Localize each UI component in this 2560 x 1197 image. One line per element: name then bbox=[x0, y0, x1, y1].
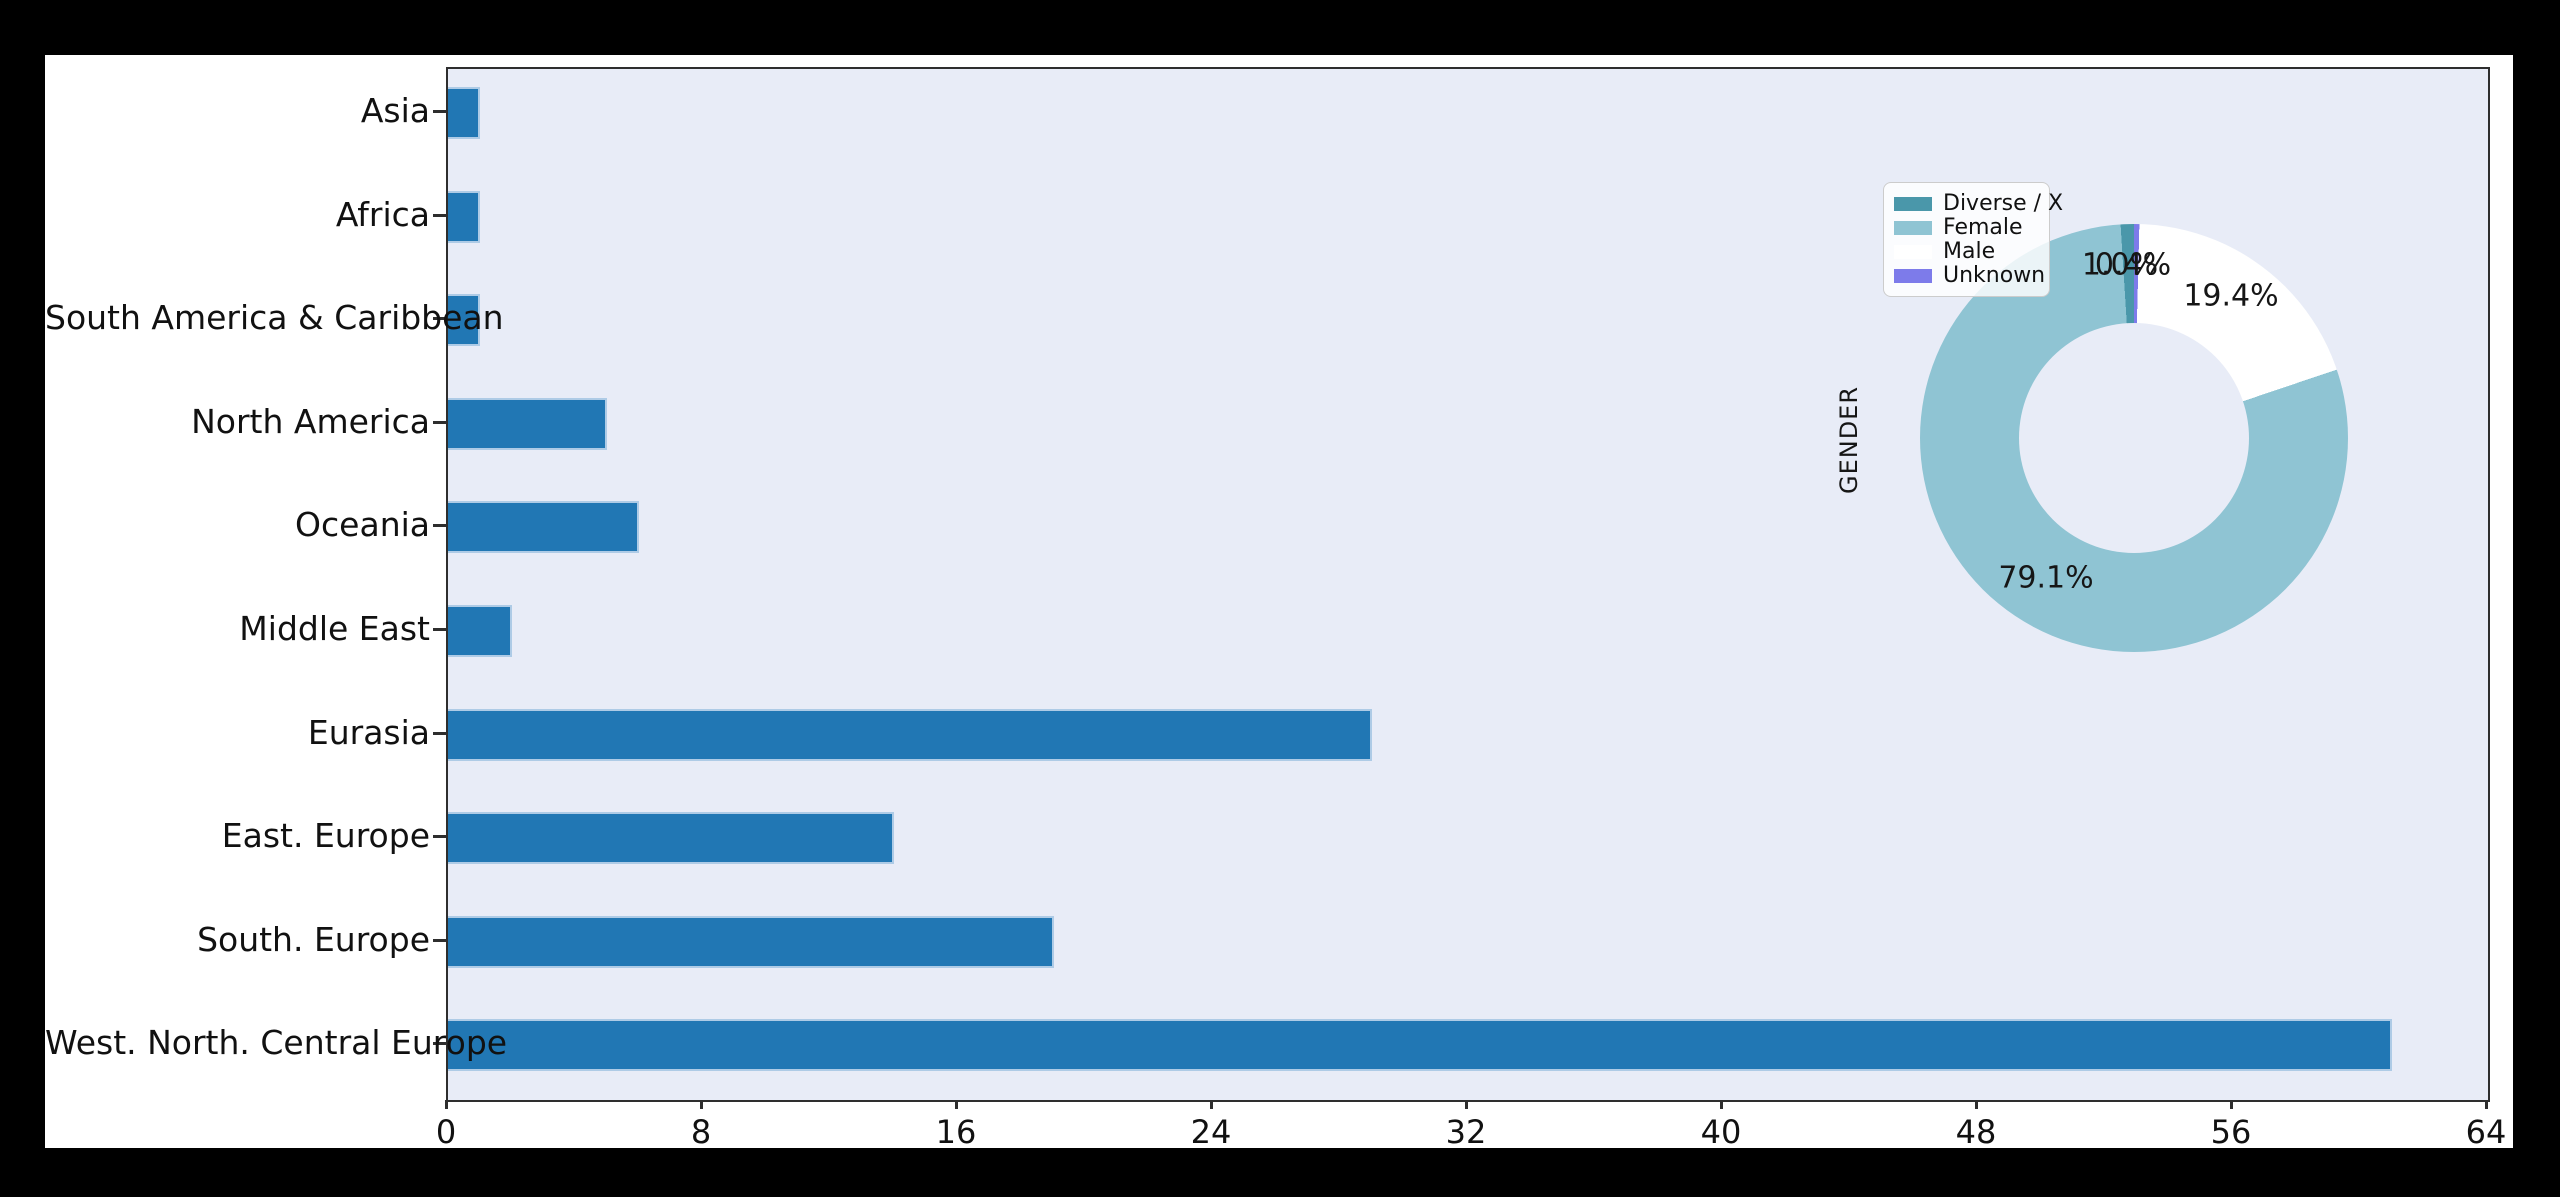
category-label: South. Europe bbox=[197, 919, 430, 959]
x-tick-label: 32 bbox=[1445, 1113, 1487, 1151]
y-tick-mark bbox=[433, 731, 446, 735]
bar bbox=[448, 294, 480, 347]
y-tick-mark bbox=[433, 628, 446, 631]
y-tick-mark bbox=[433, 110, 446, 113]
category-label: Eurasia bbox=[307, 712, 430, 752]
y-tick-mark bbox=[433, 317, 446, 321]
legend-swatch bbox=[1894, 197, 1932, 211]
gender-axis-label: GENDER bbox=[1835, 385, 1863, 495]
donut-chart bbox=[1920, 224, 2348, 652]
x-tick-label: 8 bbox=[690, 1113, 712, 1151]
category-label: Middle East bbox=[239, 609, 430, 648]
category-label: East. Europe bbox=[221, 816, 430, 856]
legend-item: Unknown bbox=[1894, 264, 2045, 288]
x-tick-label: 56 bbox=[2210, 1113, 2252, 1151]
category-label: North America bbox=[191, 401, 430, 441]
category-label: Oceania bbox=[295, 505, 430, 545]
x-tick-mark bbox=[700, 1100, 703, 1109]
legend-item: Male bbox=[1894, 240, 2039, 264]
x-tick-mark bbox=[2485, 1100, 2488, 1109]
bar bbox=[448, 397, 608, 450]
x-tick-label: 64 bbox=[2465, 1113, 2507, 1151]
x-tick-label: 40 bbox=[1700, 1113, 1742, 1151]
y-tick-mark bbox=[433, 213, 446, 217]
bar bbox=[448, 87, 480, 139]
category-label: West. North. Central Europe bbox=[45, 1023, 508, 1063]
bar bbox=[448, 190, 480, 243]
category-label: Africa bbox=[335, 194, 430, 234]
legend-label: Male bbox=[1943, 239, 1996, 264]
legend-item: Female bbox=[1894, 216, 2039, 240]
pct-label: 1.0% bbox=[2081, 247, 2159, 283]
x-tick-label: 24 bbox=[1190, 1113, 1232, 1151]
x-tick-mark bbox=[1720, 1100, 1723, 1109]
x-tick-label: 16 bbox=[935, 1113, 977, 1151]
bar bbox=[448, 812, 895, 865]
y-tick-mark bbox=[433, 1042, 446, 1046]
category-label: Asia bbox=[360, 91, 430, 130]
x-tick-mark bbox=[2230, 1100, 2233, 1109]
y-tick-mark bbox=[433, 835, 446, 839]
legend-label: Diverse / X bbox=[1943, 191, 2064, 216]
bar bbox=[448, 915, 1054, 968]
legend-label: Female bbox=[1943, 215, 2023, 240]
legend-swatch bbox=[1894, 221, 1932, 235]
x-tick-mark bbox=[1210, 1100, 1213, 1109]
x-tick-label: 0 bbox=[435, 1113, 457, 1151]
legend: Diverse / X Female Male Unknown bbox=[1883, 182, 2063, 297]
donut-hole bbox=[2019, 323, 2249, 553]
category-label: South America & Caribbean bbox=[45, 298, 504, 338]
y-tick-mark bbox=[433, 420, 446, 424]
x-tick-label: 48 bbox=[1955, 1113, 1997, 1151]
bar bbox=[448, 501, 640, 554]
legend-item: Diverse / X bbox=[1894, 192, 2063, 216]
pct-label: 79.1% bbox=[1998, 560, 2094, 596]
pct-label: 0.4% bbox=[2094, 247, 2172, 283]
x-tick-mark bbox=[1465, 1100, 1468, 1109]
bar bbox=[448, 1019, 2393, 1072]
legend-swatch bbox=[1894, 269, 1932, 283]
legend-label: Unknown bbox=[1943, 263, 2046, 288]
x-tick-mark bbox=[1975, 1100, 1978, 1109]
x-tick-mark bbox=[445, 1100, 448, 1109]
y-tick-mark bbox=[433, 524, 446, 528]
x-tick-mark bbox=[955, 1100, 958, 1109]
pct-label: 19.4% bbox=[2183, 278, 2279, 314]
y-tick-mark bbox=[433, 938, 446, 942]
bar bbox=[448, 708, 1373, 761]
bar bbox=[448, 605, 512, 657]
legend-swatch bbox=[1894, 245, 1932, 259]
figure: Asia Africa South America & Caribbean North… bbox=[45, 55, 2513, 1151]
